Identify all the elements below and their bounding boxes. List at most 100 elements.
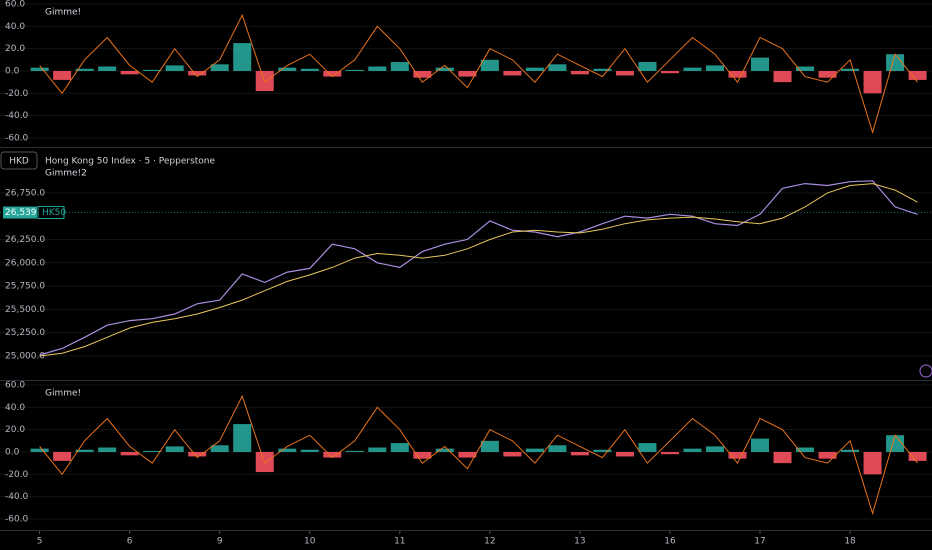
histogram-bar: [660, 70, 679, 74]
histogram-bar: [30, 67, 49, 71]
histogram-bar: [188, 70, 207, 76]
y-tick-label: 25,750.0: [5, 282, 45, 292]
y-tick-label: 26,250.0: [5, 235, 45, 245]
histogram-bar: [120, 70, 139, 75]
y-tick-label: 0.0: [5, 447, 20, 457]
histogram-bar: [773, 451, 792, 464]
histogram-bar: [615, 451, 634, 457]
y-tick-label: -20.0: [5, 89, 29, 99]
histogram-bar: [98, 66, 117, 71]
histogram-bar: [615, 70, 634, 76]
histogram-bar: [728, 451, 747, 459]
y-tick-label: 40.0: [5, 403, 25, 413]
alert-icon[interactable]: [919, 364, 932, 378]
y-tick-label: 20.0: [5, 425, 25, 435]
histogram-bar: [480, 59, 499, 71]
moving-average: [39, 183, 918, 357]
histogram-bar: [480, 440, 499, 452]
histogram-bar: [863, 70, 882, 94]
histogram-bar: [525, 67, 544, 71]
oscillator-line: [39, 394, 918, 516]
histogram-bar: [323, 70, 342, 77]
last-price-label: 26,539.4: [5, 208, 45, 218]
histogram-bar: [233, 424, 252, 452]
histogram-bar: [863, 451, 882, 475]
panel-title: Gimme!: [45, 8, 81, 18]
histogram-bar: [705, 65, 724, 71]
x-tick-label: 6: [127, 537, 133, 547]
currency-label[interactable]: HKD: [9, 157, 29, 167]
histogram-bar: [503, 451, 522, 457]
histogram-bar: [300, 449, 319, 452]
histogram-bar: [570, 70, 589, 75]
histogram-bar: [188, 451, 207, 457]
histogram-bar: [210, 64, 229, 71]
symbol-label: HK50: [42, 208, 66, 218]
histogram-bar: [413, 451, 432, 459]
histogram-bar: [728, 70, 747, 78]
chart-subtitle: Gimme!2: [45, 169, 87, 179]
histogram-bar: [458, 451, 477, 458]
histogram-bar: [841, 449, 860, 452]
histogram-bar: [773, 70, 792, 83]
histogram-bar: [908, 70, 927, 80]
last-price-box: [3, 206, 37, 219]
histogram-bar: [886, 435, 905, 452]
histogram-bar: [841, 68, 860, 71]
y-tick-label: 40.0: [5, 22, 25, 32]
y-tick-label: -40.0: [5, 111, 29, 121]
histogram-bar: [143, 69, 162, 71]
histogram-bar: [53, 70, 72, 80]
histogram-bar: [368, 66, 387, 71]
y-tick-label: 25,500.0: [5, 305, 45, 315]
histogram-bar: [30, 448, 49, 452]
x-tick-label: 16: [664, 537, 676, 547]
histogram-bar: [165, 65, 184, 71]
histogram-bar: [278, 448, 297, 452]
histogram-bar: [458, 70, 477, 77]
histogram-bar: [796, 447, 815, 452]
histogram-bar: [300, 68, 319, 71]
y-tick-label: 25,250.0: [5, 328, 45, 338]
histogram-bar: [75, 68, 94, 71]
histogram-bar: [345, 69, 364, 71]
histogram-bar: [660, 451, 679, 455]
y-tick-label: 20.0: [5, 44, 25, 54]
histogram-bar: [165, 446, 184, 452]
y-tick-label: 0.0: [5, 66, 20, 76]
x-tick-label: 13: [574, 537, 585, 547]
histogram-bar: [210, 445, 229, 452]
histogram-bar: [818, 70, 837, 78]
y-tick-label: 60.0: [5, 381, 25, 391]
histogram-bar: [796, 66, 815, 71]
histogram-bar: [570, 451, 589, 456]
y-tick-label: -60.0: [5, 133, 29, 143]
panel-title: Gimme!: [45, 389, 81, 399]
histogram-bar: [593, 68, 612, 71]
y-tick-label: 60.0: [5, 0, 25, 10]
oscillator-line: [39, 13, 918, 135]
histogram-bar: [751, 438, 770, 452]
y-tick-label: -20.0: [5, 470, 29, 480]
histogram-bar: [143, 450, 162, 452]
histogram-bar: [413, 70, 432, 78]
histogram-bar: [908, 451, 927, 461]
histogram-bar: [638, 62, 657, 71]
histogram-bar: [525, 448, 544, 452]
price-line: [39, 180, 918, 356]
histogram-bar: [368, 447, 387, 452]
histogram-bar: [390, 62, 409, 71]
x-tick-label: 11: [394, 537, 405, 547]
x-tick-label: 5: [37, 537, 43, 547]
currency-button[interactable]: [0, 151, 38, 170]
histogram-bar: [751, 57, 770, 71]
y-tick-label: 25,000.0: [5, 351, 45, 361]
histogram-bar: [548, 64, 567, 71]
x-tick-label: 12: [484, 537, 495, 547]
histogram-bar: [390, 443, 409, 452]
histogram-bar: [75, 449, 94, 452]
histogram-bar: [548, 445, 567, 452]
histogram-bar: [435, 67, 454, 71]
